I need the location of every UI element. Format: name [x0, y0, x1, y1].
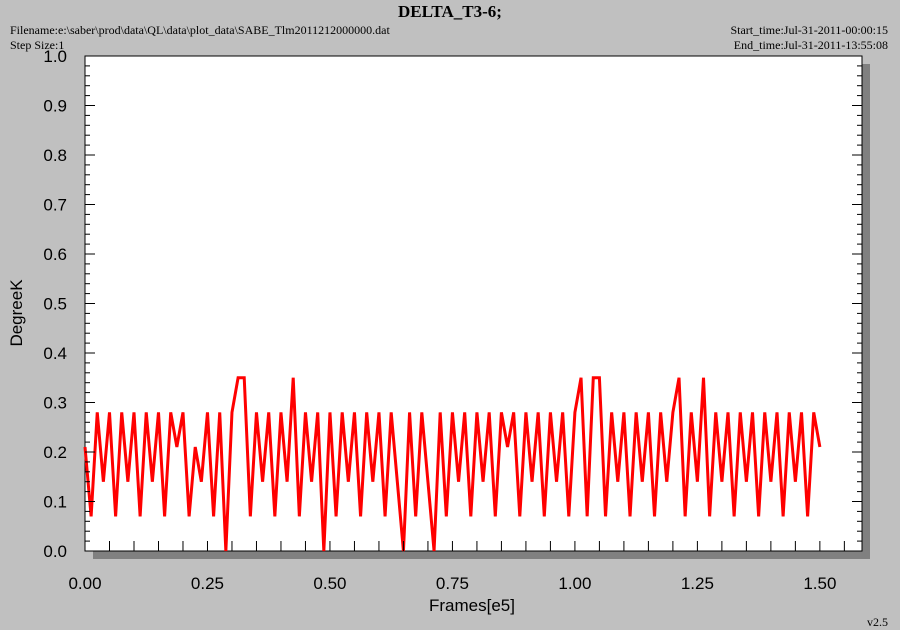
x-tick-label: 0.25 — [191, 574, 224, 593]
step-size: Step Size:1 — [10, 38, 64, 52]
y-tick-label: 0.2 — [43, 443, 67, 462]
y-tick-label: 0.3 — [43, 394, 67, 413]
y-tick-label: 0.8 — [43, 146, 67, 165]
filename: Filename:e:\saber\prod\data\QL\data\plot… — [10, 23, 390, 37]
start-time: Start_time:Jul-31-2011-00:00:15 — [730, 23, 888, 37]
x-tick-label: 1.00 — [558, 574, 591, 593]
data-line — [83, 376, 822, 552]
x-tick-label: 1.50 — [803, 574, 836, 593]
end-time: End_time:Jul-31-2011-13:55:08 — [734, 38, 888, 52]
x-tick-label: 0.75 — [436, 574, 469, 593]
y-tick-label: 0.0 — [43, 542, 67, 561]
y-tick-label: 0.5 — [43, 295, 67, 314]
y-tick-label: 0.4 — [43, 344, 67, 363]
x-tick-label: 0.50 — [313, 574, 346, 593]
y-tick-label: 0.1 — [43, 493, 67, 512]
chart-title: DELTA_T3-6; — [398, 2, 502, 21]
y-tick-label: 0.7 — [43, 196, 67, 215]
y-tick-label: 1.0 — [43, 47, 67, 66]
y-tick-label: 0.9 — [43, 97, 67, 116]
y-tick-label: 0.6 — [43, 245, 67, 264]
version: v2.5 — [867, 615, 888, 629]
y-axis-label: DegreeK — [7, 279, 26, 347]
x-axis-label: Frames[e5] — [429, 596, 515, 615]
x-tick-label: 0.00 — [68, 574, 101, 593]
x-tick-label: 1.25 — [681, 574, 714, 593]
